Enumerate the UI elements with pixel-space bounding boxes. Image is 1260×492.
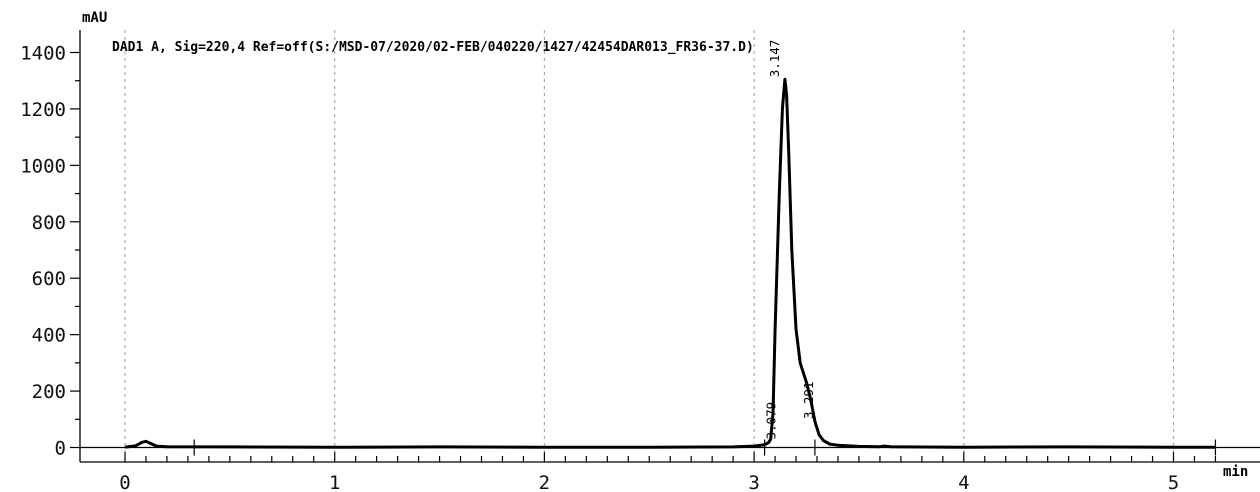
y-tick-label-1200: 1200	[20, 99, 66, 121]
y-tick-label-200: 200	[32, 381, 66, 403]
x-axis-unit-label: min	[1223, 464, 1248, 480]
peak-label-layer: 3.079 3.147 3.291	[764, 40, 816, 440]
y-tick-label-600: 600	[32, 268, 66, 290]
x-tick-label-5: 5	[1168, 472, 1179, 492]
y-tick-label-1400: 1400	[20, 43, 66, 65]
x-tick-label-4: 4	[958, 472, 969, 492]
x-tick-label-2: 2	[539, 472, 550, 492]
y-tick-label-1000: 1000	[20, 155, 66, 177]
y-axis-unit-label: mAU	[82, 10, 107, 26]
axis-layer: 0 200 400 600 800 1000 1200 1400 0 1 2 3 4 5	[20, 30, 1260, 492]
trace-layer	[124, 77, 1216, 449]
x-tick-label-1: 1	[329, 472, 340, 492]
y-tick-label-400: 400	[32, 325, 66, 347]
x-tick-label-0: 0	[119, 472, 130, 492]
x-tick-label-3: 3	[748, 472, 759, 492]
grid-layer	[124, 30, 1175, 462]
peak-label-3.291: 3.291	[801, 381, 816, 419]
chart-title: DAD1 A, Sig=220,4 Ref=off(S:/MSD-07/2020…	[112, 40, 754, 55]
y-tick-label-0: 0	[55, 438, 66, 460]
y-tick-label-800: 800	[32, 212, 66, 234]
peak-label-3.147: 3.147	[767, 40, 782, 78]
peak-label-3.079: 3.079	[764, 402, 779, 440]
signal-trace	[124, 77, 1216, 449]
